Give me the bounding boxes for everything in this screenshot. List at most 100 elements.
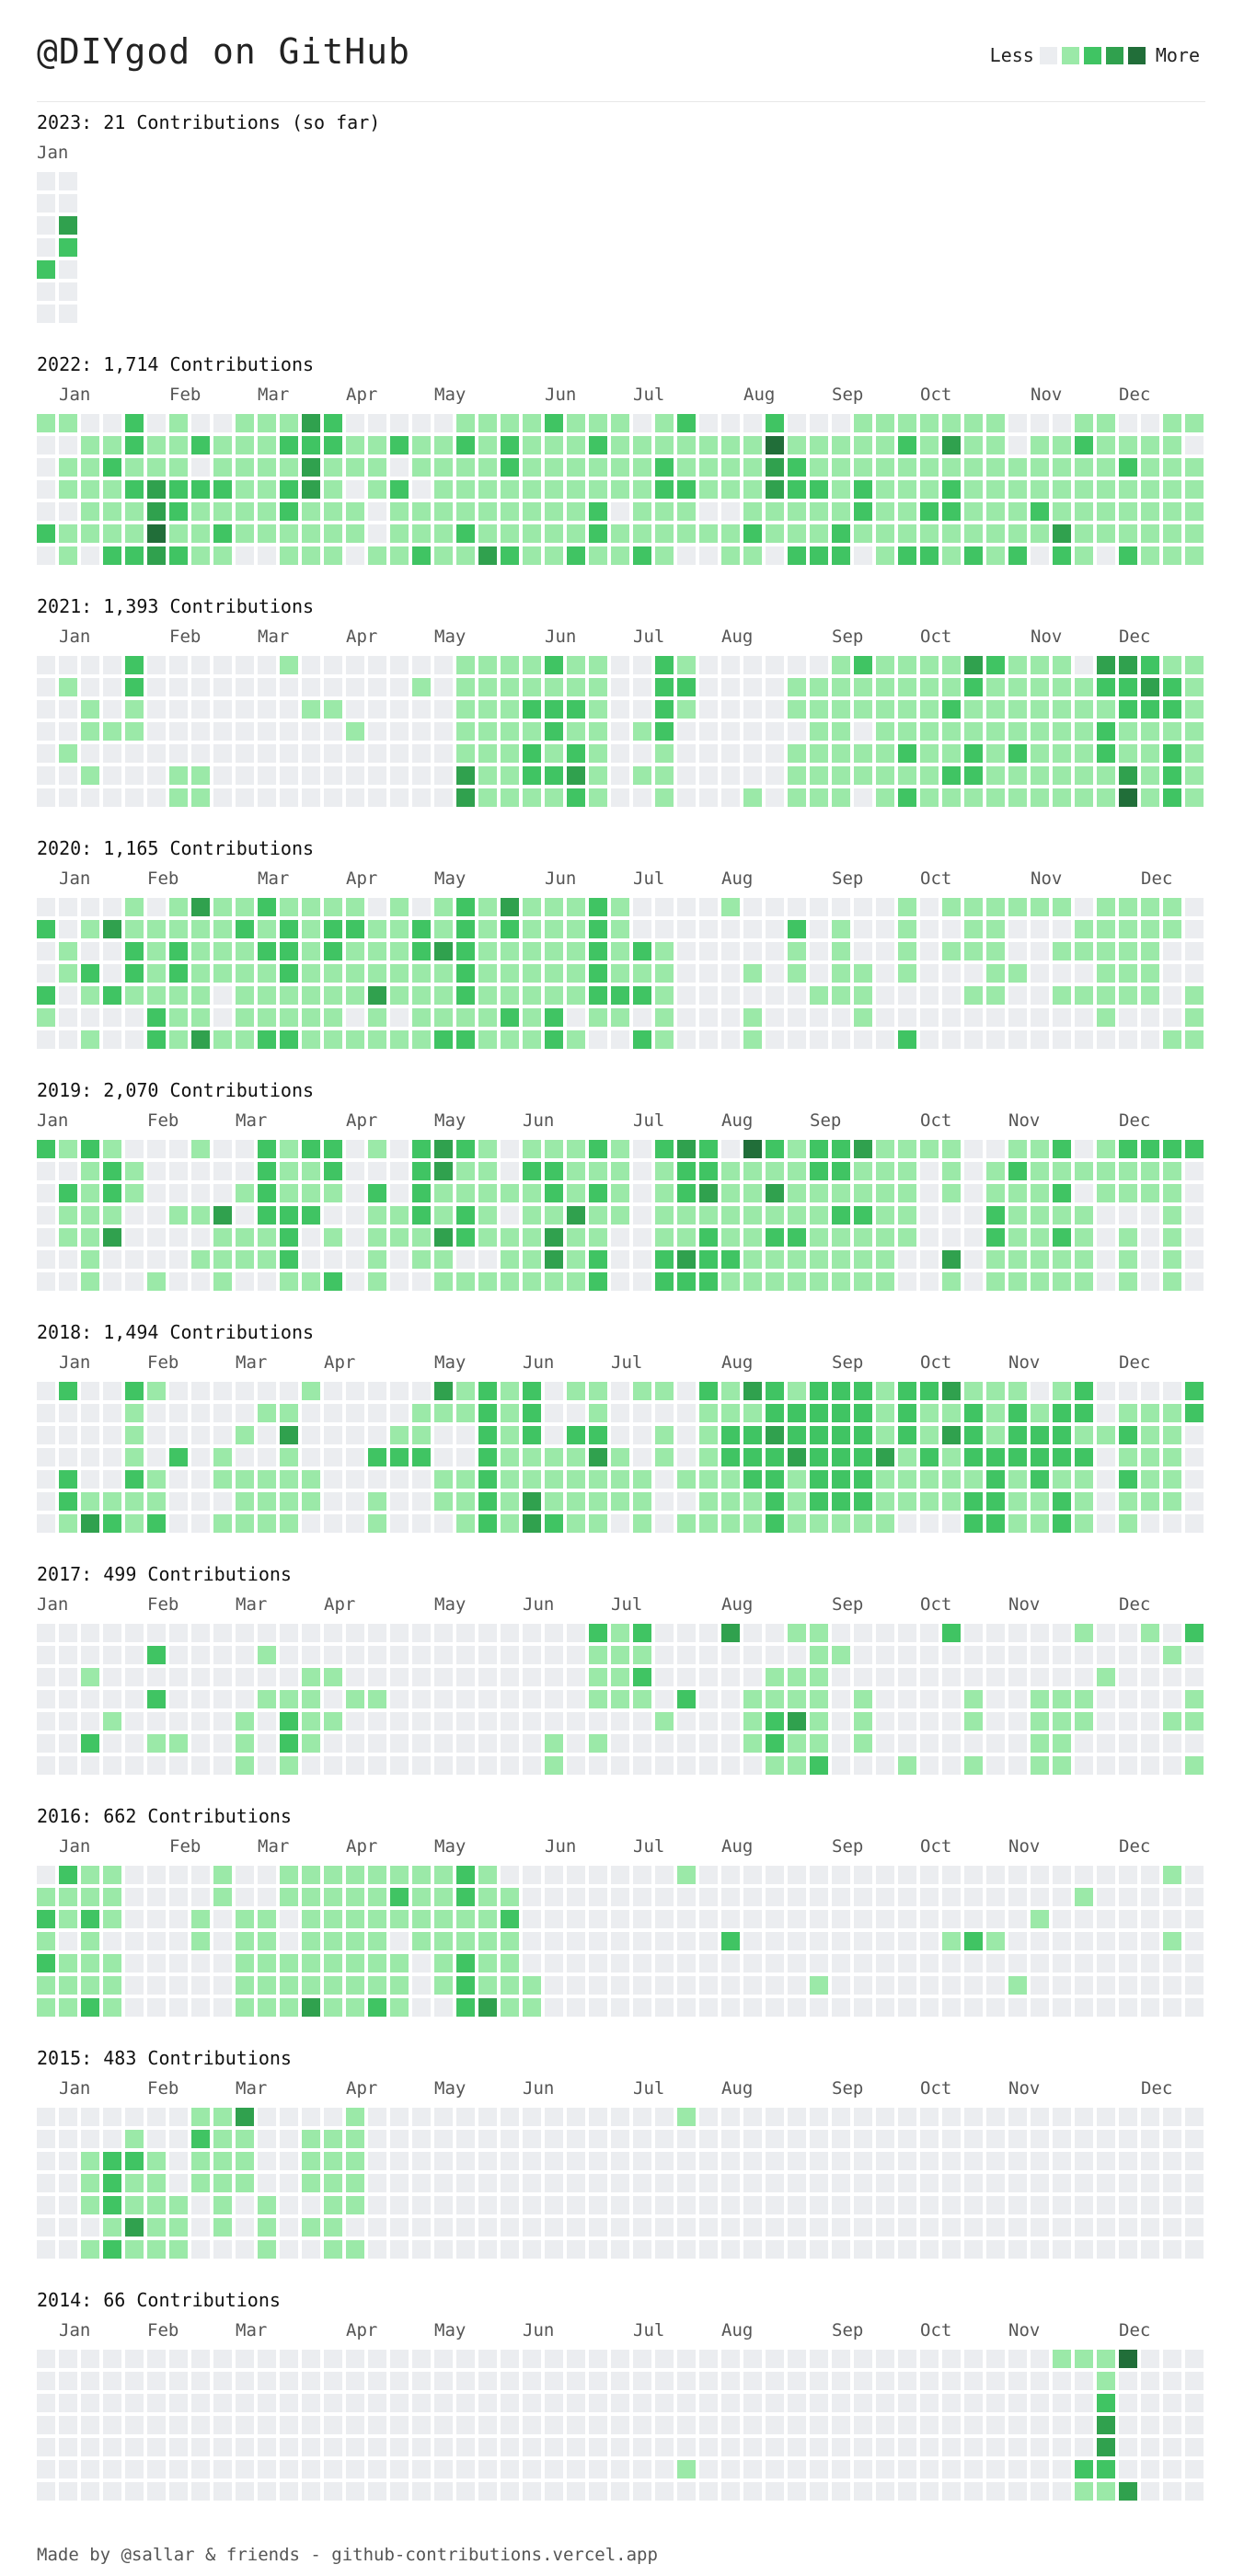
contribution-day-cell[interactable] xyxy=(103,2152,121,2170)
contribution-day-cell[interactable] xyxy=(788,722,806,741)
contribution-day-cell[interactable] xyxy=(677,1690,696,1708)
contribution-day-cell[interactable] xyxy=(37,1954,55,1972)
contribution-day-cell[interactable] xyxy=(677,1184,696,1202)
contribution-day-cell[interactable] xyxy=(964,1976,983,1995)
contribution-day-cell[interactable] xyxy=(854,942,872,960)
contribution-day-cell[interactable] xyxy=(788,788,806,807)
contribution-day-cell[interactable] xyxy=(788,414,806,432)
contribution-day-cell[interactable] xyxy=(655,1734,674,1753)
contribution-day-cell[interactable] xyxy=(456,1624,475,1642)
contribution-day-cell[interactable] xyxy=(655,524,674,543)
contribution-day-cell[interactable] xyxy=(368,502,386,521)
contribution-day-cell[interactable] xyxy=(721,1470,740,1489)
contribution-day-cell[interactable] xyxy=(545,414,563,432)
contribution-day-cell[interactable] xyxy=(898,1646,916,1664)
contribution-day-cell[interactable] xyxy=(324,2460,342,2478)
contribution-day-cell[interactable] xyxy=(920,502,939,521)
contribution-day-cell[interactable] xyxy=(302,2482,320,2501)
contribution-day-cell[interactable] xyxy=(986,942,1005,960)
contribution-day-cell[interactable] xyxy=(743,480,762,499)
contribution-day-cell[interactable] xyxy=(1185,1448,1204,1466)
contribution-day-cell[interactable] xyxy=(810,1250,828,1269)
contribution-day-cell[interactable] xyxy=(390,942,409,960)
contribution-day-cell[interactable] xyxy=(1053,2394,1071,2412)
contribution-day-cell[interactable] xyxy=(766,2482,784,2501)
contribution-day-cell[interactable] xyxy=(655,414,674,432)
contribution-day-cell[interactable] xyxy=(368,2460,386,2478)
contribution-day-cell[interactable] xyxy=(699,1624,718,1642)
contribution-day-cell[interactable] xyxy=(258,700,276,719)
contribution-day-cell[interactable] xyxy=(898,1008,916,1027)
contribution-day-cell[interactable] xyxy=(1053,2218,1071,2237)
contribution-day-cell[interactable] xyxy=(346,1910,364,1928)
contribution-day-cell[interactable] xyxy=(1119,1624,1137,1642)
contribution-day-cell[interactable] xyxy=(1053,480,1071,499)
contribution-day-cell[interactable] xyxy=(125,1888,144,1906)
contribution-day-cell[interactable] xyxy=(876,2394,894,2412)
contribution-day-cell[interactable] xyxy=(501,744,519,763)
contribution-day-cell[interactable] xyxy=(876,700,894,719)
contribution-day-cell[interactable] xyxy=(478,1228,497,1247)
contribution-day-cell[interactable] xyxy=(964,2350,983,2368)
contribution-day-cell[interactable] xyxy=(964,2394,983,2412)
contribution-day-cell[interactable] xyxy=(920,1404,939,1422)
contribution-day-cell[interactable] xyxy=(236,1690,254,1708)
contribution-day-cell[interactable] xyxy=(611,1932,629,1950)
contribution-day-cell[interactable] xyxy=(964,2438,983,2456)
contribution-day-cell[interactable] xyxy=(324,942,342,960)
contribution-day-cell[interactable] xyxy=(854,1162,872,1180)
contribution-day-cell[interactable] xyxy=(677,1382,696,1400)
contribution-day-cell[interactable] xyxy=(81,700,99,719)
contribution-day-cell[interactable] xyxy=(788,678,806,696)
contribution-day-cell[interactable] xyxy=(1119,1206,1137,1225)
contribution-day-cell[interactable] xyxy=(169,1954,188,1972)
contribution-day-cell[interactable] xyxy=(346,1932,364,1950)
contribution-day-cell[interactable] xyxy=(589,1162,607,1180)
contribution-day-cell[interactable] xyxy=(964,480,983,499)
contribution-day-cell[interactable] xyxy=(589,1734,607,1753)
contribution-day-cell[interactable] xyxy=(1185,1756,1204,1775)
contribution-day-cell[interactable] xyxy=(589,2482,607,2501)
contribution-day-cell[interactable] xyxy=(611,1030,629,1049)
contribution-day-cell[interactable] xyxy=(81,1866,99,1884)
contribution-day-cell[interactable] xyxy=(589,2350,607,2368)
contribution-day-cell[interactable] xyxy=(964,1162,983,1180)
contribution-day-cell[interactable] xyxy=(788,1756,806,1775)
contribution-day-cell[interactable] xyxy=(699,898,718,916)
contribution-day-cell[interactable] xyxy=(258,414,276,432)
contribution-day-cell[interactable] xyxy=(567,2218,585,2237)
contribution-day-cell[interactable] xyxy=(545,1206,563,1225)
contribution-day-cell[interactable] xyxy=(103,1492,121,1511)
contribution-day-cell[interactable] xyxy=(280,1184,298,1202)
contribution-day-cell[interactable] xyxy=(1141,2174,1159,2192)
contribution-day-cell[interactable] xyxy=(1119,700,1137,719)
contribution-day-cell[interactable] xyxy=(611,1184,629,1202)
contribution-day-cell[interactable] xyxy=(302,898,320,916)
contribution-day-cell[interactable] xyxy=(147,1184,166,1202)
contribution-day-cell[interactable] xyxy=(633,1976,651,1995)
contribution-day-cell[interactable] xyxy=(655,2108,674,2126)
contribution-day-cell[interactable] xyxy=(942,656,961,674)
contribution-day-cell[interactable] xyxy=(721,1492,740,1511)
contribution-day-cell[interactable] xyxy=(412,744,431,763)
contribution-day-cell[interactable] xyxy=(501,1624,519,1642)
contribution-day-cell[interactable] xyxy=(213,1954,232,1972)
contribution-day-cell[interactable] xyxy=(324,1712,342,1731)
contribution-day-cell[interactable] xyxy=(1008,1756,1027,1775)
contribution-day-cell[interactable] xyxy=(125,1690,144,1708)
contribution-day-cell[interactable] xyxy=(567,2416,585,2434)
contribution-day-cell[interactable] xyxy=(1075,722,1093,741)
contribution-day-cell[interactable] xyxy=(236,1756,254,1775)
contribution-day-cell[interactable] xyxy=(589,2108,607,2126)
contribution-day-cell[interactable] xyxy=(766,2108,784,2126)
contribution-day-cell[interactable] xyxy=(766,1206,784,1225)
contribution-day-cell[interactable] xyxy=(478,2240,497,2259)
contribution-day-cell[interactable] xyxy=(169,1030,188,1049)
contribution-day-cell[interactable] xyxy=(1163,1668,1181,1686)
contribution-day-cell[interactable] xyxy=(125,1624,144,1642)
contribution-day-cell[interactable] xyxy=(1053,2240,1071,2259)
contribution-day-cell[interactable] xyxy=(832,1030,850,1049)
contribution-day-cell[interactable] xyxy=(213,1206,232,1225)
contribution-day-cell[interactable] xyxy=(346,766,364,785)
contribution-day-cell[interactable] xyxy=(655,1162,674,1180)
